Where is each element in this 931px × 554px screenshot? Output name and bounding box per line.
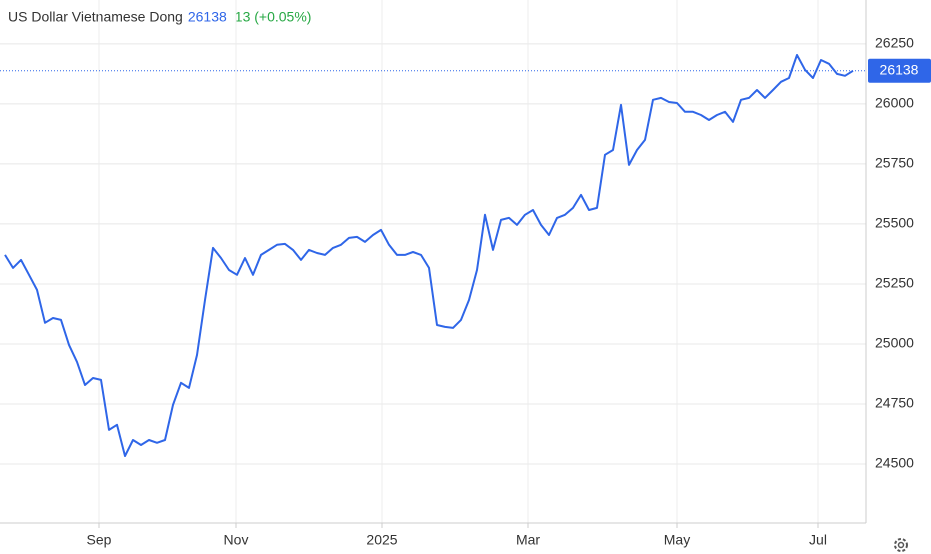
y-tick-label: 25500 [875, 215, 914, 231]
y-tick-label: 25750 [875, 155, 914, 171]
y-tick-label: 24750 [875, 395, 914, 411]
change: 13 (+0.05%) [235, 9, 312, 25]
y-tick-label: 26000 [875, 95, 914, 111]
x-tick-label: 2025 [366, 532, 397, 548]
x-tick-label: May [664, 532, 690, 548]
settings-button[interactable] [894, 538, 908, 552]
x-tick-label: Mar [516, 532, 540, 548]
price-line [4, 54, 854, 457]
y-tick-label: 24500 [875, 455, 914, 471]
chart-title: US Dollar Vietnamese Dong [8, 9, 183, 25]
last-value-label: 26138 [880, 62, 919, 78]
price: 26138 [188, 9, 227, 25]
x-tick-label: Sep [87, 532, 112, 548]
y-tick-label: 26250 [875, 35, 914, 51]
last-value-tag [868, 58, 931, 83]
y-tick-label: 25000 [875, 335, 914, 351]
x-tick-label: Nov [224, 532, 249, 548]
y-tick-label: 25250 [875, 275, 914, 291]
x-tick-label: Jul [809, 532, 827, 548]
